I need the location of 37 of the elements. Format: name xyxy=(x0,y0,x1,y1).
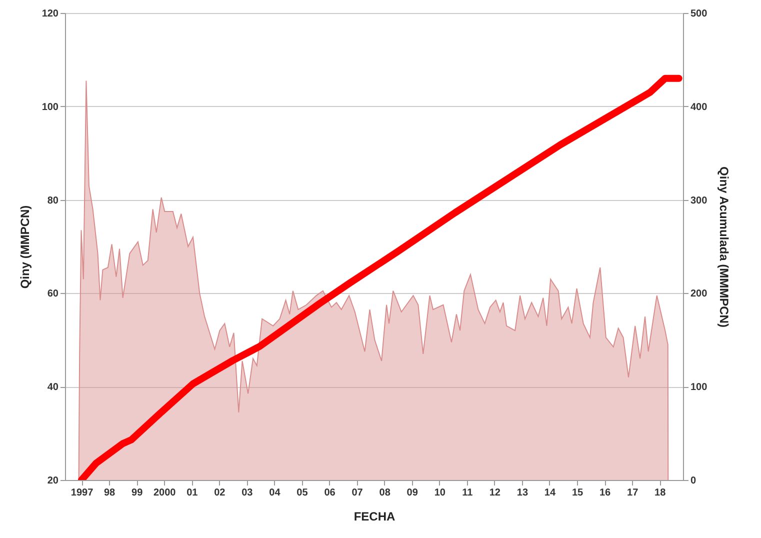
x-tick-label: 02 xyxy=(214,488,226,498)
y2-axis-title: Qiny Acumulada (MMMPCN) xyxy=(717,166,732,328)
x-tick-label: 15 xyxy=(572,488,584,498)
x-tick-label: 98 xyxy=(104,488,116,498)
x-tick-label: 2000 xyxy=(153,488,176,498)
x-tick-label: 12 xyxy=(489,488,501,498)
x-tick-label: 03 xyxy=(242,488,254,498)
y2-tick-label: 100 xyxy=(690,382,708,394)
x-tick-label: 06 xyxy=(324,488,336,498)
x-tick-label: 18 xyxy=(654,488,666,498)
x-tick-label: 11 xyxy=(462,488,474,498)
y-tick-label: 40 xyxy=(47,382,59,394)
y-tick-label: 120 xyxy=(42,8,59,20)
x-tick-label: 14 xyxy=(544,488,556,498)
x-tick-label: 07 xyxy=(352,488,364,498)
x-tick-label: 01 xyxy=(186,488,198,498)
x-tick-label: 04 xyxy=(269,488,281,498)
x-tick-label: 13 xyxy=(516,488,528,498)
y-tick-label: 100 xyxy=(42,102,59,113)
x-tick-label: 1997 xyxy=(70,488,94,498)
y-tick-label: 80 xyxy=(47,195,59,206)
y-tick-label: 60 xyxy=(47,288,59,300)
x-tick-label: 05 xyxy=(296,488,308,498)
x-tick-label: 08 xyxy=(379,488,391,498)
x-axis-title: FECHA xyxy=(354,510,396,524)
y2-tick-label: 0 xyxy=(690,476,696,486)
x-tick-label: 10 xyxy=(434,488,446,498)
y2-tick-label: 400 xyxy=(690,102,708,113)
x-tick-label: 99 xyxy=(132,488,144,498)
x-tick-label: 16 xyxy=(599,488,612,498)
y2-tick-label: 500 xyxy=(690,8,708,20)
y-tick-label: 20 xyxy=(47,476,59,486)
x-tick-label: 09 xyxy=(406,488,418,498)
x-tick-label: 17 xyxy=(627,488,639,498)
y-axis-title: Qiny (MMPCN) xyxy=(18,205,32,289)
y2-tick-label: 300 xyxy=(690,195,708,206)
y2-tick-label: 200 xyxy=(690,288,708,300)
